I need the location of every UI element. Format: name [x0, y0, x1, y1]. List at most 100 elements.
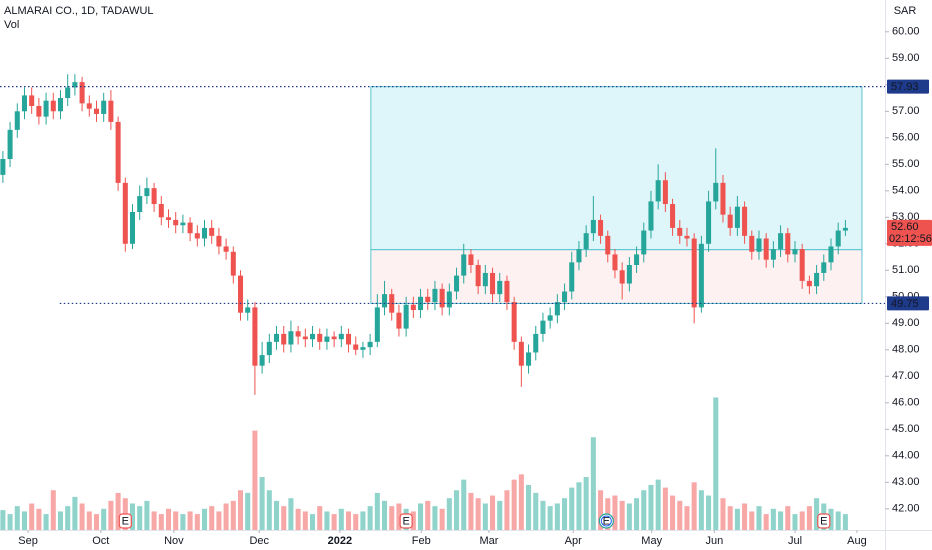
volume-bar [360, 511, 366, 530]
candle-body [209, 227, 215, 236]
volume-bar [187, 511, 193, 530]
volume-bar [742, 503, 748, 530]
volume-bar [439, 508, 445, 530]
candle-body [547, 315, 553, 321]
volume-bar [785, 506, 791, 530]
volume-bar [230, 500, 236, 530]
candle-body [374, 307, 380, 342]
last-price-box [887, 219, 932, 246]
candle-body [7, 129, 13, 159]
candle-body [288, 331, 294, 345]
candle-body [583, 233, 589, 250]
candle-body [259, 355, 265, 366]
chart-title: ALMARAI CO., 1D, TADAWUL [4, 5, 154, 17]
volume-bar [504, 490, 510, 530]
candle-body [137, 196, 143, 212]
volume-bar [749, 511, 755, 530]
candle-body [446, 291, 452, 308]
volume-bar [180, 514, 186, 530]
candle-body [662, 180, 668, 205]
volume-bar [619, 500, 625, 530]
volume-bar [526, 484, 532, 530]
candle-body [382, 294, 388, 308]
candle-body [302, 336, 308, 340]
volume-bar [374, 492, 380, 530]
volume-bar [454, 490, 460, 530]
volume-bar [482, 503, 488, 530]
candle-body [180, 222, 186, 226]
countdown-label: 02:12:56 [889, 233, 932, 245]
candle-body [158, 204, 164, 218]
volume-bar [583, 477, 589, 530]
y-tick-label: 59.00 [892, 52, 920, 64]
volume-bar [295, 508, 301, 530]
y-tick-label: 45.00 [892, 423, 920, 435]
x-tick-label: May [641, 535, 662, 547]
candle-body [706, 201, 712, 244]
event-label: E [603, 515, 610, 527]
y-tick-label: 51.00 [892, 264, 920, 276]
volume-bar [338, 508, 344, 530]
candle-body [108, 100, 114, 122]
volume-bar [706, 495, 712, 530]
candle-body [821, 262, 827, 273]
candle-body [43, 100, 49, 117]
candle-body [454, 275, 460, 292]
candle-body [317, 333, 323, 342]
volume-bar [21, 511, 28, 530]
candle-body [346, 333, 352, 345]
candle-body [569, 262, 575, 292]
volume-bar [144, 500, 150, 530]
volume-bar [648, 484, 654, 530]
candle-body [691, 238, 697, 308]
level-label-box [887, 79, 929, 94]
event-marker-inner [600, 515, 612, 527]
volume-bar [353, 514, 359, 530]
candle-body [814, 272, 820, 287]
candle-body [490, 272, 496, 295]
candle-body [511, 302, 517, 342]
volume-bar [367, 506, 373, 530]
y-tick-label: 48.00 [892, 344, 920, 356]
volume-bar [626, 503, 632, 530]
candle-body [65, 87, 71, 99]
volume-bar [842, 514, 848, 530]
volume-bar [137, 506, 143, 530]
candle-body [115, 121, 121, 183]
volume-bar [641, 490, 647, 530]
level-label: 49.75 [891, 298, 919, 310]
candle-body [482, 272, 488, 287]
candle-body [727, 214, 733, 228]
candle-body [562, 291, 568, 303]
candle-body [504, 280, 510, 303]
x-tick-label: Mar [479, 535, 498, 547]
candle-body [842, 227, 848, 231]
candle-body [50, 100, 56, 112]
x-tick-label: Jul [788, 535, 802, 547]
candle-body [785, 233, 791, 255]
volume-bar [93, 514, 100, 530]
candle-body [252, 307, 258, 366]
candle-body [770, 249, 776, 260]
volume-bar [266, 490, 272, 530]
currency-label: SAR [894, 5, 917, 17]
candle-body [187, 222, 193, 234]
volume-bar [302, 511, 308, 530]
candle-body [684, 235, 690, 239]
volume-bar [115, 492, 121, 530]
candle-body [749, 235, 755, 252]
candle-body [461, 254, 467, 276]
volume-bar [389, 506, 395, 530]
candle-body [497, 280, 503, 295]
volume-bar [43, 514, 49, 530]
candle-body [310, 333, 316, 340]
volume-bar [432, 506, 438, 530]
y-tick-label: 60.00 [892, 26, 920, 38]
volume-bar [281, 506, 287, 530]
volume-bar [245, 492, 251, 530]
volume-bar [72, 496, 78, 530]
volume-bar [317, 506, 323, 530]
volume-label: Vol [4, 19, 19, 31]
event-marker [118, 513, 132, 529]
